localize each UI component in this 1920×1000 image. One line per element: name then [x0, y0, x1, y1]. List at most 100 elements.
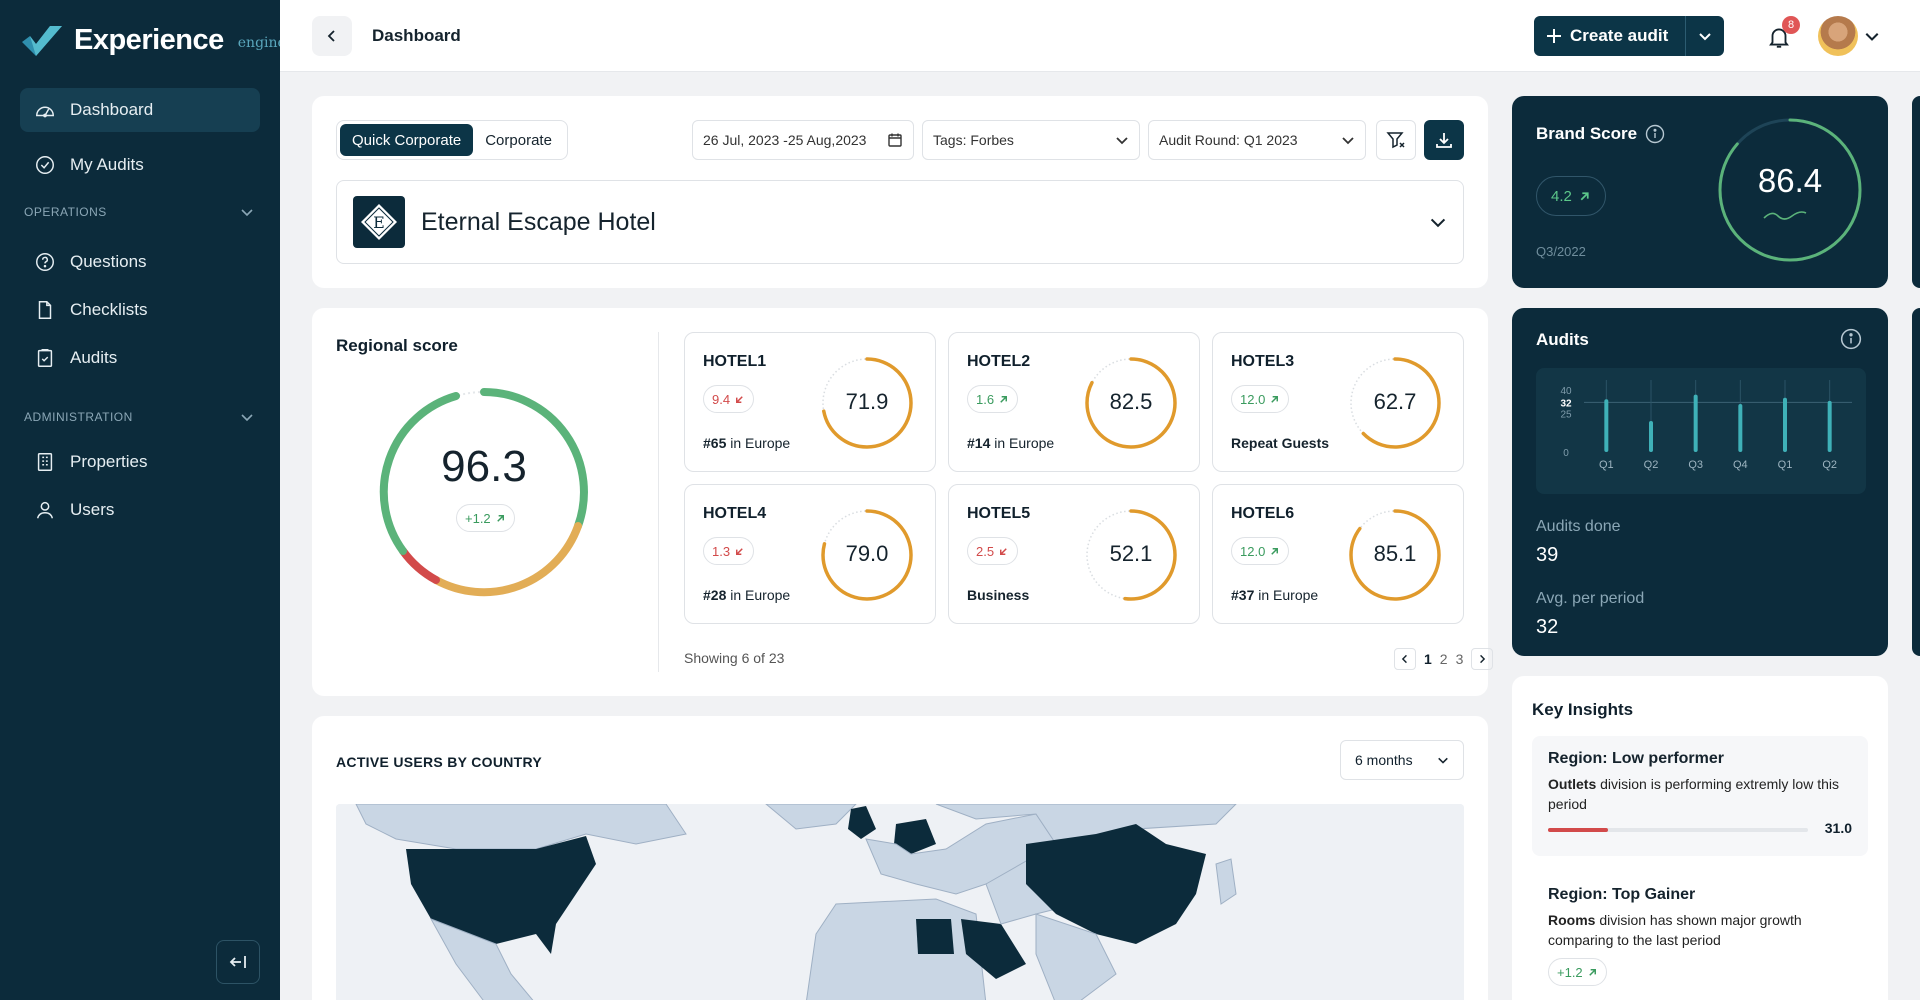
hotel-score-value: 85.1 [1373, 541, 1417, 566]
page-1[interactable]: 1 [1424, 651, 1432, 667]
delta-text: 4.2 [1551, 187, 1572, 205]
page-2[interactable]: 2 [1439, 651, 1448, 667]
sidebar-item-questions[interactable]: Questions [20, 240, 260, 284]
brand-score-title: Brand Score [1536, 124, 1638, 143]
insight-value: 31.0 [1824, 820, 1852, 836]
arrow-down-left-icon [1000, 547, 1007, 555]
section-label: ADMINISTRATION [24, 410, 133, 424]
round-label: Audit Round: [1159, 132, 1240, 148]
tags-label: Tags: [933, 132, 967, 148]
date-range-picker[interactable]: 26 Jul, 2023 -25 Aug,2023 [692, 120, 914, 160]
insight-title: Region: Top Gainer [1548, 886, 1696, 903]
document-icon [38, 301, 52, 319]
app-logo[interactable]: Experience engine [20, 20, 286, 60]
hotel-card[interactable]: HOTEL3 12.0 Repeat Guests 62.7 [1212, 332, 1464, 472]
sidebar-section-operations[interactable]: OPERATIONS [24, 205, 254, 219]
insight-delta: +1.2 [1548, 958, 1607, 986]
x-tick-label: Q2 [1822, 459, 1837, 471]
sidebar-item-label: Audits [70, 348, 118, 367]
insight-top-gainer[interactable]: Region: Top Gainer Rooms division has sh… [1532, 872, 1868, 996]
page-3[interactable]: 3 [1455, 651, 1464, 667]
hotel-rank-text: in Europe [990, 435, 1055, 451]
sidebar-item-label: Properties [70, 452, 148, 471]
y-tick-label: 40 [1560, 386, 1572, 397]
create-audit-dropdown[interactable] [1686, 29, 1724, 43]
hotel-card[interactable]: HOTEL5 2.5 Business 52.1 [948, 484, 1200, 624]
audit-bar [1738, 403, 1743, 452]
insight-progress-track [1548, 828, 1808, 832]
hotel-rank: Business [967, 587, 1029, 603]
sidebar-item-users[interactable]: Users [20, 488, 260, 532]
info-icon[interactable] [1645, 124, 1665, 144]
download-button[interactable] [1424, 120, 1464, 160]
audit-round-select[interactable]: Audit Round: Q1 2023 [1148, 120, 1366, 160]
delta-text: 9.4 [712, 391, 731, 407]
sidebar-item-label: My Audits [70, 155, 144, 174]
hotel-card[interactable]: HOTEL4 1.3 #28 in Europe 79.0 [684, 484, 936, 624]
prev-page-button[interactable] [1394, 648, 1416, 670]
arrow-up-right-icon [1000, 395, 1008, 403]
chevron-down-icon [1430, 218, 1446, 228]
hotel-score-arc [1085, 509, 1177, 601]
regional-score-title: Regional score [336, 336, 458, 355]
hotel-card[interactable]: HOTEL6 12.0 #37 in Europe 85.1 [1212, 484, 1464, 624]
pagination: 1 2 3 [1394, 648, 1494, 670]
avatar[interactable] [1818, 16, 1858, 56]
sidebar-item-checklists[interactable]: Checklists [20, 288, 260, 332]
offscreen-card [1912, 96, 1920, 288]
tags-select[interactable]: Tags: Forbes [922, 120, 1140, 160]
hotel-name: HOTEL1 [703, 353, 767, 370]
brand-score-gauge [1718, 118, 1862, 262]
divider [658, 332, 659, 672]
dashboard-icon [36, 106, 54, 118]
hotel-name: HOTEL6 [1231, 505, 1295, 522]
insight-body: division has shown major growth comparin… [1548, 912, 1802, 948]
clear-filter-button[interactable] [1376, 120, 1416, 160]
hotel-card[interactable]: HOTEL2 1.6 #14 in Europe 82.5 [948, 332, 1200, 472]
audits-done-label: Audits done [1536, 518, 1621, 535]
logo-mark-icon [22, 26, 62, 56]
collapse-sidebar-button[interactable] [216, 940, 260, 984]
hotel-delta: 1.6 [967, 385, 1019, 413]
info-icon[interactable] [1840, 328, 1862, 350]
sidebar-item-dashboard[interactable]: Dashboard [20, 88, 260, 132]
map-china [1026, 824, 1206, 944]
sidebar-section-administration[interactable]: ADMINISTRATION [24, 410, 254, 424]
tab-corporate[interactable]: Corporate [485, 131, 552, 149]
brand-score-delta: 4.2 [1536, 176, 1606, 216]
bell-icon[interactable] [1766, 24, 1792, 50]
map-canada [355, 804, 687, 850]
sidebar-item-audits[interactable]: Audits [20, 336, 260, 380]
delta-text: +1.2 [1557, 964, 1583, 980]
hotel-score-value: 62.7 [1373, 389, 1417, 414]
tab-quick-corporate[interactable]: Quick Corporate [340, 124, 474, 156]
section-label: OPERATIONS [24, 205, 107, 219]
hotel-rank: Repeat Guests [1231, 435, 1329, 451]
hotel-score-gauge [1349, 509, 1441, 601]
chevron-down-icon[interactable] [1864, 28, 1880, 44]
world-map[interactable] [336, 804, 1464, 1000]
plus-icon [1547, 29, 1561, 43]
delta-text: 2.5 [976, 543, 995, 559]
sidebar-item-my-audits[interactable]: My Audits [20, 143, 260, 187]
map-africa [806, 898, 987, 1000]
insight-low-performer[interactable]: Region: Low performer Outlets division i… [1532, 736, 1868, 856]
map-egypt [916, 919, 954, 954]
hotel-score-arc [821, 357, 913, 449]
map-india [1035, 913, 1117, 1000]
hotel-rank-bold: #65 [703, 435, 727, 451]
brand-score-value: 86.4 [1757, 162, 1823, 199]
sidebar: Experience engine Dashboard My Audits OP… [0, 0, 286, 1000]
audits-card: Audits 40 32 25 0 Q1 Q2 Q3 Q4 Q1 Q2 Audits done 3… [1512, 308, 1888, 656]
x-tick-label: Q4 [1733, 459, 1748, 471]
next-page-button[interactable] [1471, 648, 1494, 670]
back-button[interactable] [312, 16, 352, 56]
hotel-card[interactable]: HOTEL1 9.4 #65 in Europe 71.9 [684, 332, 936, 472]
create-audit-button[interactable]: Create audit [1534, 16, 1724, 56]
period-select[interactable]: 6 months [1340, 740, 1464, 780]
sidebar-item-properties[interactable]: Properties [20, 440, 260, 484]
hotel-select[interactable]: E Eternal Escape Hotel [336, 180, 1464, 264]
create-audit-main[interactable]: Create audit [1534, 16, 1686, 56]
hotel-initial: E [373, 213, 385, 232]
audit-bar [1693, 394, 1698, 452]
